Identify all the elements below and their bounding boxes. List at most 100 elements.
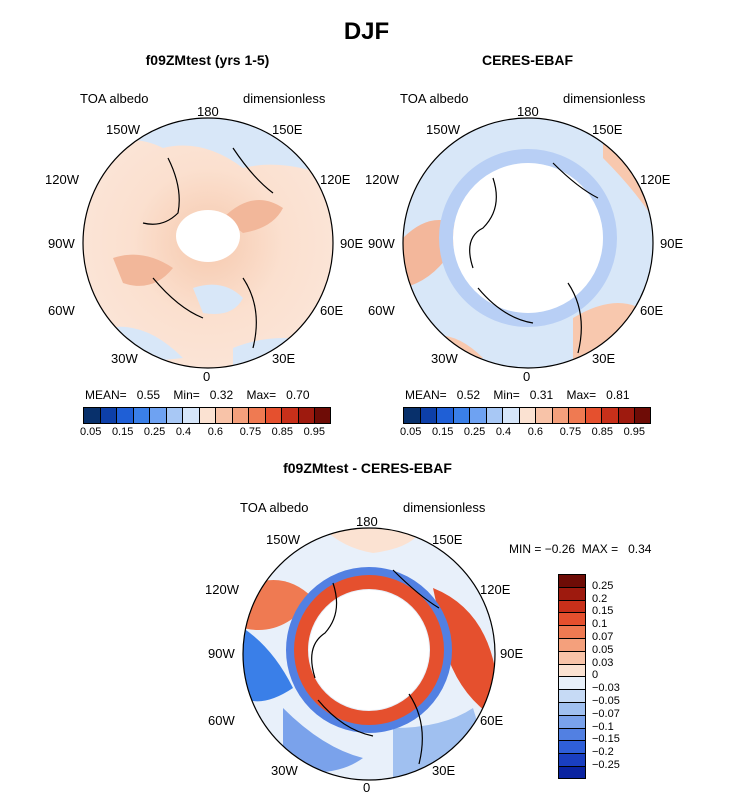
panel2-colorbar (403, 407, 651, 424)
panel1-colorbar (83, 407, 331, 424)
colorbar-tick-label: 0.05 (592, 643, 614, 656)
colorbar-swatch (116, 407, 133, 424)
colorbar-swatch (485, 407, 502, 424)
panel1-lon-120w: 120W (45, 172, 79, 187)
colorbar-swatch (83, 407, 100, 424)
panel3-lon-180: 180 (356, 514, 378, 529)
panel3-lon-120w: 120W (205, 582, 239, 597)
colorbar-swatch (558, 689, 586, 702)
panel3-variable-label: TOA albedo (240, 500, 309, 515)
colorbar-tick-label: 0.15 (592, 605, 614, 618)
colorbar-tick-label: 0.4 (175, 426, 192, 438)
panel2-lon-120w: 120W (365, 172, 399, 187)
colorbar-swatch (558, 650, 586, 664)
colorbar-swatch (558, 612, 586, 626)
figure-title: DJF (343, 18, 390, 45)
panel3-units-label: dimensionless (403, 500, 486, 515)
panel1-stats: MEAN= 0.55 Min= 0.32 Max= 0.70 (85, 388, 310, 402)
colorbar-tick-label: 0.25 (592, 579, 614, 592)
colorbar-swatch (518, 407, 535, 424)
panel1-lon-150w: 150W (106, 122, 140, 137)
panel1-units-label: dimensionless (243, 91, 326, 106)
colorbar-tick-label: 0.03 (592, 656, 614, 669)
panel3-polar-map (242, 527, 496, 781)
panel1-lon-150e: 150E (272, 122, 303, 137)
colorbar-swatch (297, 407, 314, 424)
panel1-lon-30e: 30E (272, 351, 296, 366)
colorbar-swatch (558, 714, 586, 728)
panel3-stats: MIN = −0.26 MAX = 0.34 (509, 542, 652, 556)
colorbar-swatch (99, 407, 116, 424)
colorbar-swatch (403, 407, 420, 424)
colorbar-swatch (281, 407, 298, 424)
colorbar-swatch (314, 407, 331, 424)
colorbar-tick-label: 0.15 (111, 426, 134, 438)
colorbar-tick-label: −0.25 (592, 759, 620, 771)
panel2-lon-90e: 90E (660, 236, 684, 251)
panel1-lon-0: 0 (203, 369, 211, 384)
panel2-lon-60e: 60E (640, 303, 664, 318)
colorbar-swatch (182, 407, 199, 424)
panel3-title: f09ZMtest - CERES-EBAF (283, 460, 452, 476)
colorbar-swatch (634, 407, 651, 424)
colorbar-swatch (558, 753, 586, 766)
colorbar-swatch (558, 765, 586, 779)
colorbar-tick-label: 0.75 (239, 426, 262, 438)
panel1-lon-30w: 30W (111, 351, 138, 366)
panel3-lon-60e: 60E (480, 713, 504, 728)
panel2-lon-30w: 30W (431, 351, 458, 366)
colorbar-swatch (558, 586, 586, 600)
panel2-lon-150e: 150E (592, 122, 623, 137)
colorbar-tick-label: 0.15 (431, 426, 454, 438)
colorbar-swatch (231, 407, 248, 424)
panel2-variable-label: TOA albedo (400, 91, 469, 106)
colorbar-swatch (558, 740, 586, 754)
colorbar-swatch (132, 407, 149, 424)
colorbar-swatch (264, 407, 281, 424)
colorbar-tick-label: 0.25 (463, 426, 486, 438)
panel2-title: CERES-EBAF (481, 52, 573, 68)
panel2-lon-120e: 120E (640, 172, 671, 187)
colorbar-swatch (601, 407, 618, 424)
panel1-lon-90w: 90W (48, 236, 75, 251)
colorbar-tick-label: 0 (592, 669, 599, 682)
colorbar-swatch (165, 407, 182, 424)
colorbar-tick-label: −0.03 (592, 682, 620, 695)
colorbar-tick-label: −0.05 (592, 695, 620, 707)
colorbar-swatch (558, 727, 586, 741)
panel3-lon-30w: 30W (271, 763, 298, 778)
panel1-variable-label: TOA albedo (80, 91, 149, 106)
colorbar-tick-label: 0.85 (271, 426, 294, 438)
panel2-lon-0: 0 (523, 369, 531, 384)
colorbar-tick-label: 0.95 (623, 426, 645, 438)
panel2-units-label: dimensionless (563, 91, 646, 106)
panel2-stats: MEAN= 0.52 Min= 0.31 Max= 0.81 (405, 388, 630, 402)
colorbar-tick-label: 0.25 (143, 426, 166, 438)
colorbar-tick-label: −0.07 (592, 707, 620, 720)
colorbar-swatch (558, 701, 586, 715)
colorbar-tick-label: 0.2 (592, 592, 608, 605)
panel1-title: f09ZMtest (yrs 1-5) (145, 52, 270, 68)
colorbar-swatch (558, 574, 586, 587)
colorbar-tick-label: 0.85 (591, 426, 614, 438)
colorbar-swatch (436, 407, 453, 424)
colorbar-swatch (558, 676, 586, 690)
colorbar-tick-label: 0.95 (303, 426, 325, 438)
panel3-lon-150e: 150E (432, 532, 463, 547)
colorbar-tick-label: 0.75 (559, 426, 582, 438)
panel2-lon-180: 180 (517, 104, 539, 119)
panel3-colorbar (558, 574, 586, 779)
panel1-lon-180: 180 (197, 104, 219, 119)
panel1-lon-90e: 90E (340, 236, 364, 251)
panel3-lon-120e: 120E (480, 582, 511, 597)
colorbar-tick-label: 0.05 (80, 426, 102, 438)
panel2-lon-150w: 150W (426, 122, 460, 137)
colorbar-swatch (452, 407, 469, 424)
colorbar-tick-label: 0.6 (207, 426, 224, 438)
colorbar-swatch (617, 407, 634, 424)
colorbar-swatch (558, 637, 586, 651)
colorbar-swatch (558, 663, 586, 677)
colorbar-swatch (215, 407, 232, 424)
panel3-lon-150w: 150W (266, 532, 300, 547)
colorbar-tick-label: 0.1 (592, 618, 608, 631)
